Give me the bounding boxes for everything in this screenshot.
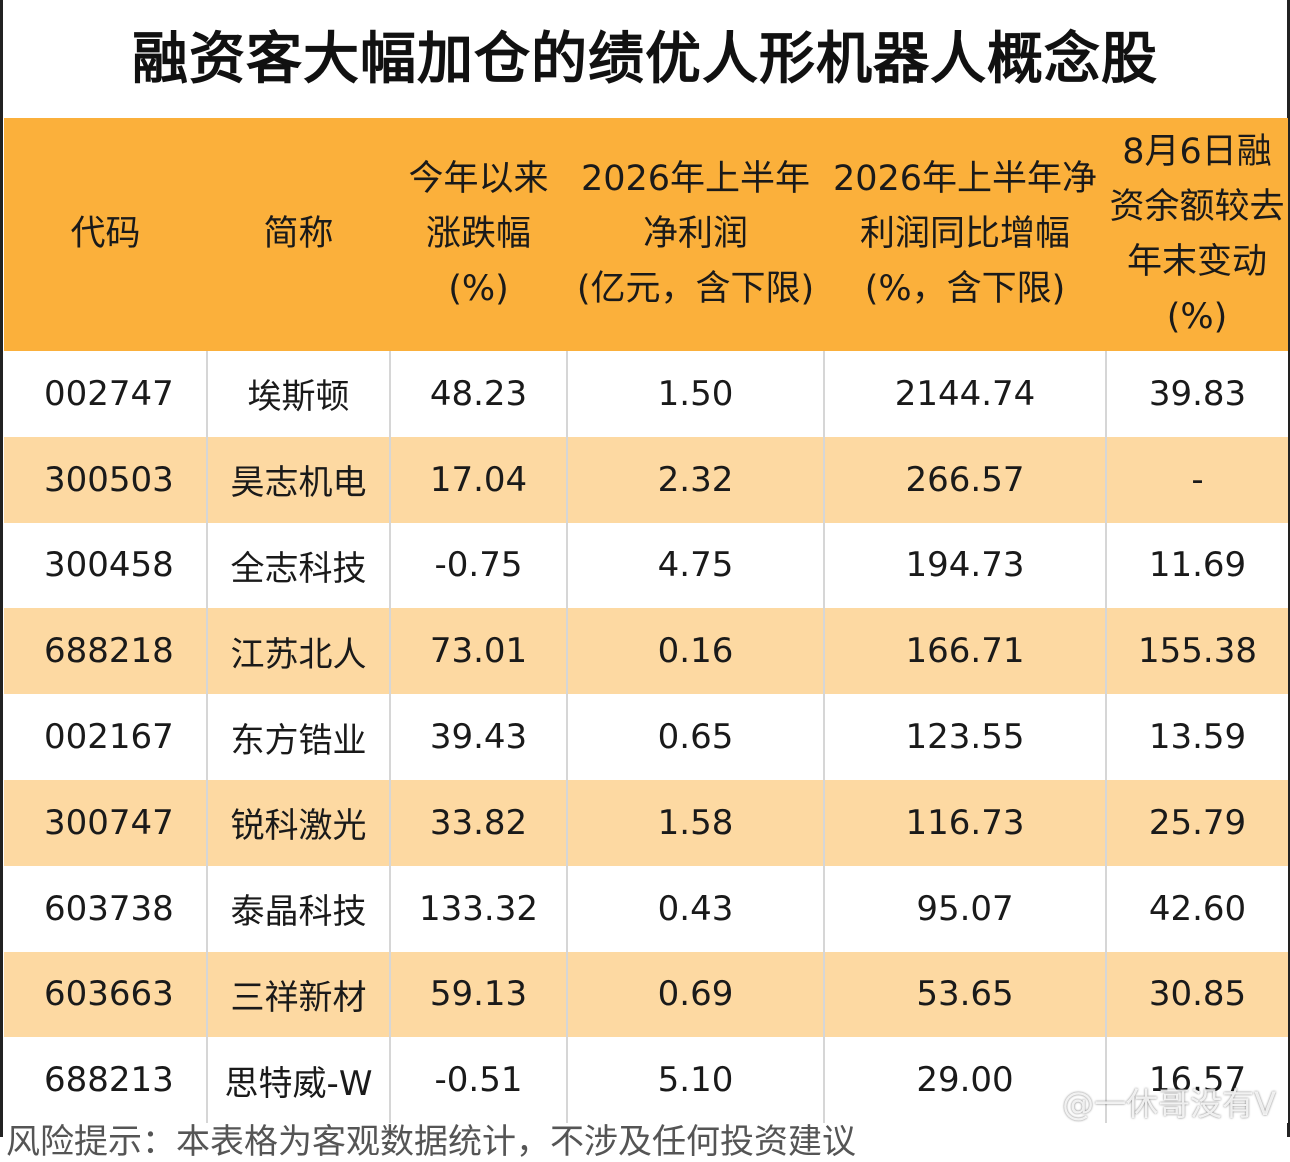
table-cell: 泰晶科技 [206, 865, 390, 952]
column-header-line: 2026年上半年净 [832, 159, 1098, 199]
table-row: 300458 全志科技 -0.75 4.75 194.73 11.69 [4, 522, 1288, 609]
column-header-line: 利润同比增幅 [859, 214, 1070, 254]
table-cell: 30.85 [1105, 951, 1288, 1038]
table-cell: 603663 [4, 951, 207, 1038]
column-header-line: 资余额较去 [1109, 186, 1285, 227]
table-cell: 三祥新材 [206, 951, 390, 1038]
watermark: @一休哥没有V [1022, 1082, 1276, 1128]
table-cell: 0.43 [566, 865, 824, 952]
table-cell: 江苏北人 [206, 608, 390, 695]
table-cell: 53.65 [823, 951, 1106, 1038]
table-cell: - [1105, 436, 1288, 523]
table-cell: 33.82 [389, 779, 567, 866]
column-header-line: 今年以来 [408, 159, 549, 199]
table-cell: 116.73 [823, 779, 1106, 866]
column-header-line: (%) [1166, 296, 1228, 337]
column-header: 8月6日融资余额较去年末变动 (%) [1106, 118, 1288, 351]
table-cell: 埃斯顿 [206, 351, 390, 437]
table-cell: 4.75 [566, 522, 824, 609]
table-cell: -0.75 [389, 522, 567, 609]
table-row: 688213 思特威-W -0.51 5.10 29.00 16.57 [4, 1037, 1288, 1124]
table-cell: 5.10 [566, 1037, 824, 1124]
table-cell: 25.79 [1105, 779, 1288, 866]
page-title: 融资客大幅加仓的绩优人形机器人概念股 [132, 27, 1158, 92]
table-cell: 166.71 [823, 608, 1106, 695]
column-header-line: (%) [448, 269, 509, 309]
table-cell: 39.43 [389, 694, 567, 780]
table-cell: 东方锆业 [206, 694, 390, 780]
table-row: 300747 锐科激光 33.82 1.58 116.73 25.79 [4, 779, 1288, 866]
table-header-row: 代码 简称 今年以来 涨跌幅 (%) 2026年上半年 净利润 (亿元，含下限) 2026年上半… [4, 118, 1288, 351]
table-row: 688218 江苏北人 73.01 0.16 166.71 155.38 [4, 608, 1288, 695]
table-cell: 全志科技 [206, 522, 390, 609]
table-cell: 2.32 [566, 436, 824, 523]
risk-note: 风险提示：本表格为客观数据统计，不涉及任何投资建议 [6, 1122, 856, 1162]
table-cell: 300458 [4, 522, 207, 609]
table-cell: 0.65 [566, 694, 824, 780]
table-row: 002747 埃斯顿 48.23 1.50 2144.74 39.83 [4, 351, 1288, 437]
column-header-line: 涨跌幅 [425, 214, 531, 254]
column-header: 2026年上半年 净利润 (亿元，含下限) [567, 118, 824, 351]
table-cell: 688218 [4, 608, 207, 695]
table-cell: 2144.74 [823, 351, 1106, 437]
table-cell: 1.50 [566, 351, 824, 437]
table-cell: 1.58 [566, 779, 824, 866]
column-header-line: (亿元，含下限) [576, 269, 815, 309]
table-row: 603738 泰晶科技 133.32 0.43 95.07 42.60 [4, 865, 1288, 952]
column-header-line: 8月6日融 [1122, 131, 1272, 172]
table-cell: 002747 [4, 351, 207, 437]
column-header-line: 净利润 [642, 214, 748, 254]
table-cell: 昊志机电 [206, 436, 390, 523]
column-header-line: 代码 [70, 214, 141, 254]
table-cell: 29.00 [823, 1037, 1106, 1124]
column-header-line: (%，含下限) [864, 269, 1066, 309]
column-header: 今年以来涨跌幅 (%) [390, 118, 567, 351]
table-cell: 73.01 [389, 608, 567, 695]
table-cell: 266.57 [823, 436, 1106, 523]
table-cell: 155.38 [1105, 608, 1288, 695]
stock-table: 代码 简称 今年以来 涨跌幅 (%) 2026年上半年 净利润 (亿元，含下限) 2026年上半… [4, 118, 1288, 1124]
table-cell: 11.69 [1105, 522, 1288, 609]
column-header: 2026年上半年净 利润同比增幅 (%，含下限) [824, 118, 1106, 351]
column-header: 简称 [207, 118, 390, 351]
column-header-line: 2026年上半年 [580, 159, 811, 199]
table-row: 603663 三祥新材 59.13 0.69 53.65 30.85 [4, 951, 1288, 1038]
table-cell: 133.32 [389, 865, 567, 952]
watermark-text: @一休哥没有V [1062, 1085, 1276, 1123]
table-cell: 603738 [4, 865, 207, 952]
weibo-icon [1022, 1084, 1058, 1128]
table-row: 002167 东方锆业 39.43 0.65 123.55 13.59 [4, 694, 1288, 780]
table-cell: -0.51 [389, 1037, 567, 1124]
table-cell: 300747 [4, 779, 207, 866]
table-cell: 0.69 [566, 951, 824, 1038]
table-row: 300503 昊志机电 17.04 2.32 266.57- [4, 436, 1288, 523]
table-cell: 95.07 [823, 865, 1106, 952]
table-cell: 思特威-W [206, 1037, 390, 1124]
right-border [1287, 0, 1290, 1137]
table-cell: 0.16 [566, 608, 824, 695]
table-cell: 59.13 [389, 951, 567, 1038]
table-cell: 194.73 [823, 522, 1106, 609]
column-header: 代码 [4, 118, 207, 351]
table-cell: 123.55 [823, 694, 1106, 780]
table-cell: 13.59 [1105, 694, 1288, 780]
table-cell: 300503 [4, 436, 207, 523]
table-cell: 42.60 [1105, 865, 1288, 952]
table-cell: 002167 [4, 694, 207, 780]
table-cell: 48.23 [389, 351, 567, 437]
table-cell: 锐科激光 [206, 779, 390, 866]
table-cell: 39.83 [1105, 351, 1288, 437]
table-cell: 17.04 [389, 436, 567, 523]
left-border [0, 0, 3, 1137]
table-cell: 16.57 [1105, 1037, 1288, 1124]
table-cell: 688213 [4, 1037, 207, 1124]
column-header-line: 简称 [263, 214, 334, 254]
table-body: 002747 埃斯顿 48.23 1.50 2144.74 39.83 300503 昊志机电… [4, 351, 1288, 1124]
column-header-line: 年末变动 [1126, 241, 1267, 282]
